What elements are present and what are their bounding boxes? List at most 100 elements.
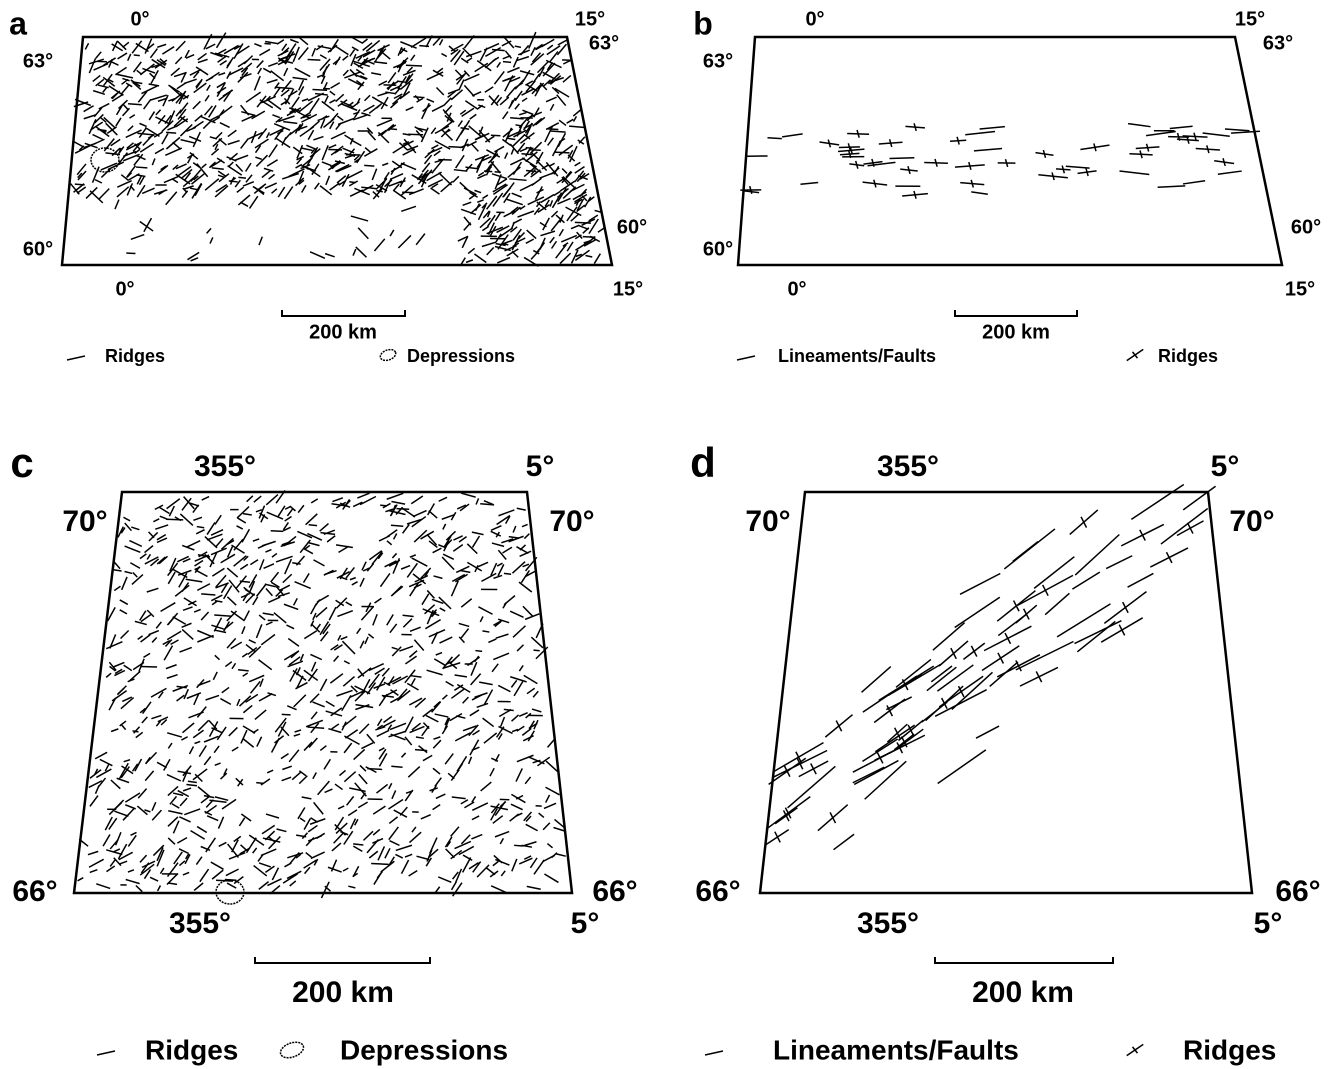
lineament <box>363 148 378 157</box>
lineament <box>443 540 450 552</box>
lineament <box>269 127 285 136</box>
lineament <box>196 706 207 718</box>
lineament <box>114 810 129 817</box>
left-coord-label: 63° <box>23 50 53 72</box>
lineament <box>124 570 133 575</box>
lineament <box>182 557 191 563</box>
lineament <box>124 792 141 803</box>
lineament <box>384 847 391 859</box>
lineament <box>324 95 329 103</box>
right-coord-label: 63° <box>589 32 619 54</box>
lineament <box>488 95 499 107</box>
lineament <box>214 538 224 548</box>
lineament <box>116 777 130 784</box>
lineament <box>256 60 264 69</box>
lineament <box>534 116 546 126</box>
lineament <box>195 78 203 88</box>
lineament <box>409 626 421 633</box>
lineament <box>211 594 223 602</box>
lineament <box>527 730 535 742</box>
lineament <box>364 164 375 167</box>
lineament <box>388 782 393 790</box>
lineament <box>320 531 336 536</box>
lineament <box>562 59 572 65</box>
ridge-tick <box>829 812 837 824</box>
lineament <box>208 720 218 730</box>
lineament <box>1071 571 1101 590</box>
lineament <box>197 786 211 798</box>
lineament <box>484 135 495 143</box>
lineament <box>254 42 262 48</box>
lineament <box>450 769 460 781</box>
lineament <box>335 93 345 103</box>
lineament <box>494 174 502 190</box>
lineament <box>157 691 164 699</box>
lineament <box>459 109 467 115</box>
lineament <box>355 51 371 59</box>
lineament <box>218 138 227 146</box>
lineament <box>502 242 509 246</box>
lineament <box>430 611 437 618</box>
lineament <box>296 157 303 165</box>
lineament <box>121 765 134 775</box>
lineament <box>418 745 428 754</box>
legend-label: Lineaments/Faults <box>778 346 936 366</box>
lineament <box>239 847 250 855</box>
lineament <box>219 122 230 129</box>
lineament <box>458 845 475 856</box>
lineament <box>175 118 189 128</box>
lineament <box>288 168 305 178</box>
lineament <box>377 552 384 560</box>
lineament <box>376 871 383 879</box>
lineament <box>123 664 133 672</box>
lineament <box>230 641 243 650</box>
lineament <box>547 137 554 146</box>
lineament <box>512 161 523 175</box>
lineament <box>95 51 102 59</box>
lineament <box>535 646 549 660</box>
lineament <box>292 669 307 681</box>
lineament <box>502 546 513 554</box>
lineament <box>117 526 124 538</box>
lineament <box>355 246 367 258</box>
lineament <box>205 799 214 808</box>
lineament <box>181 628 194 640</box>
ridge-tick <box>907 724 915 737</box>
lineament <box>169 557 177 572</box>
lineament <box>500 870 506 877</box>
lineament <box>525 712 532 719</box>
left-coord-label: 60° <box>703 238 733 260</box>
lineament <box>176 836 188 844</box>
top-coord-label: 15° <box>1235 8 1265 30</box>
lineament <box>87 850 99 856</box>
lineament <box>466 543 478 555</box>
lineament <box>522 109 534 116</box>
ridge-tick <box>900 736 908 748</box>
lineament <box>122 807 135 821</box>
lineament <box>461 235 469 249</box>
lineament <box>546 61 554 71</box>
lineament <box>309 251 326 260</box>
lineament <box>131 574 144 585</box>
lineament <box>406 66 414 74</box>
lineament <box>223 768 228 776</box>
lineament <box>449 712 463 722</box>
lineament <box>502 187 512 198</box>
lineament <box>119 860 128 865</box>
lineament <box>313 801 324 815</box>
lineament <box>233 538 244 551</box>
lineament <box>390 173 404 180</box>
lineament <box>432 739 442 749</box>
lineament <box>529 857 538 869</box>
ridge-tick <box>934 158 938 167</box>
legend-icon <box>279 1041 305 1059</box>
lineament <box>301 796 312 800</box>
lineament <box>519 111 527 116</box>
lineament <box>118 152 129 165</box>
lineament <box>556 853 566 857</box>
lineament <box>572 108 583 117</box>
lineament <box>389 100 399 109</box>
lineament <box>550 130 566 133</box>
lineament <box>123 758 131 763</box>
lineament <box>521 523 528 528</box>
